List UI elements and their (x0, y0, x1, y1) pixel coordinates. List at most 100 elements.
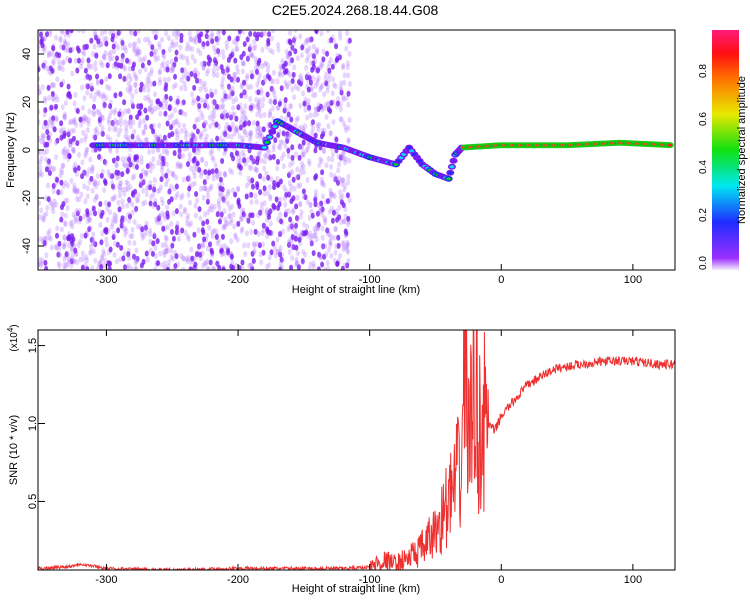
noise-blob (208, 88, 213, 95)
noise-blob (151, 148, 156, 155)
noise-blob (171, 266, 176, 270)
noise-blob (298, 75, 303, 82)
noise-blob (174, 229, 179, 236)
noise-blob (187, 30, 192, 37)
noise-blob (144, 191, 149, 198)
noise-blob (274, 196, 279, 203)
noise-blob (190, 255, 195, 262)
noise-blob (183, 111, 188, 118)
noise-blob (136, 48, 141, 55)
noise-blob (214, 36, 219, 43)
noise-blob (142, 86, 147, 93)
noise-blob (39, 260, 44, 267)
noise-blob (289, 103, 294, 110)
noise-blob (203, 102, 208, 109)
noise-blob (299, 124, 304, 131)
noise-blob (90, 239, 95, 246)
noise-blob (262, 158, 267, 165)
noise-blob (329, 252, 334, 259)
noise-blob (69, 30, 74, 34)
noise-blob (229, 151, 234, 158)
ridge-point (272, 124, 278, 128)
noise-blob (91, 146, 96, 153)
noise-blob (323, 101, 328, 108)
noise-blob (281, 151, 286, 158)
noise-blob (44, 252, 49, 259)
noise-blob (342, 79, 347, 86)
noise-blob (177, 163, 182, 170)
noise-blob (42, 95, 47, 102)
noise-blob (159, 196, 164, 203)
noise-blob (185, 233, 190, 240)
noise-blob (56, 251, 61, 258)
noise-blob (255, 181, 260, 188)
noise-blob (289, 264, 294, 270)
noise-blob (40, 238, 45, 245)
noise-blob (92, 30, 97, 36)
noise-blob (284, 48, 289, 55)
noise-blob (264, 209, 269, 216)
noise-blob (272, 91, 277, 98)
noise-blob (308, 79, 313, 86)
noise-blob (215, 211, 220, 218)
noise-blob (46, 120, 51, 127)
noise-blob (220, 104, 225, 111)
noise-blob (194, 191, 199, 198)
noise-blob (233, 262, 238, 269)
noise-blob (251, 219, 256, 226)
noise-blob (189, 71, 194, 78)
noise-blob (301, 193, 306, 200)
noise-blob (87, 226, 92, 233)
noise-blob (153, 48, 158, 55)
noise-blob (105, 205, 110, 212)
noise-blob (216, 48, 221, 55)
noise-blob (167, 198, 172, 205)
noise-blob (249, 165, 254, 172)
noise-blob (171, 172, 176, 179)
noise-blob (111, 195, 116, 202)
noise-blob (290, 243, 295, 250)
noise-blob (325, 50, 330, 57)
noise-blob (226, 190, 231, 197)
noise-blob (267, 75, 272, 82)
noise-blob (114, 258, 119, 265)
noise-blob (65, 197, 70, 204)
noise-blob (271, 30, 276, 34)
noise-blob (67, 138, 72, 145)
noise-blob (185, 161, 190, 168)
noise-blob (247, 46, 252, 53)
colorbar-tick-label: 0.2 (698, 208, 709, 222)
noise-blob (223, 109, 228, 116)
noise-blob (324, 113, 329, 120)
noise-blob (120, 111, 125, 118)
noise-blob (181, 99, 186, 106)
noise-blob (198, 251, 203, 258)
noise-blob (83, 136, 88, 143)
noise-blob (289, 224, 294, 231)
noise-blob (212, 99, 217, 106)
noise-blob (187, 152, 192, 159)
noise-blob (236, 220, 241, 227)
noise-blob (232, 111, 237, 118)
noise-blob (181, 266, 186, 270)
noise-blob (51, 183, 56, 190)
noise-blob (212, 203, 217, 210)
noise-blob (159, 261, 164, 268)
noise-blob (50, 119, 55, 126)
noise-blob (319, 30, 324, 37)
colorbar-label: Normalized spectral amplitude (736, 76, 748, 224)
noise-blob (249, 228, 254, 235)
noise-blob (211, 156, 216, 163)
noise-blob (120, 215, 125, 222)
noise-blob (117, 173, 122, 180)
noise-blob (56, 189, 61, 196)
noise-blob (320, 193, 325, 200)
noise-blob (59, 179, 64, 186)
noise-blob (148, 227, 153, 234)
noise-blob (223, 68, 228, 75)
noise-blob (230, 203, 235, 210)
noise-blob (292, 40, 297, 47)
noise-blob (315, 80, 320, 87)
noise-blob (133, 265, 138, 270)
noise-blob (140, 200, 145, 207)
